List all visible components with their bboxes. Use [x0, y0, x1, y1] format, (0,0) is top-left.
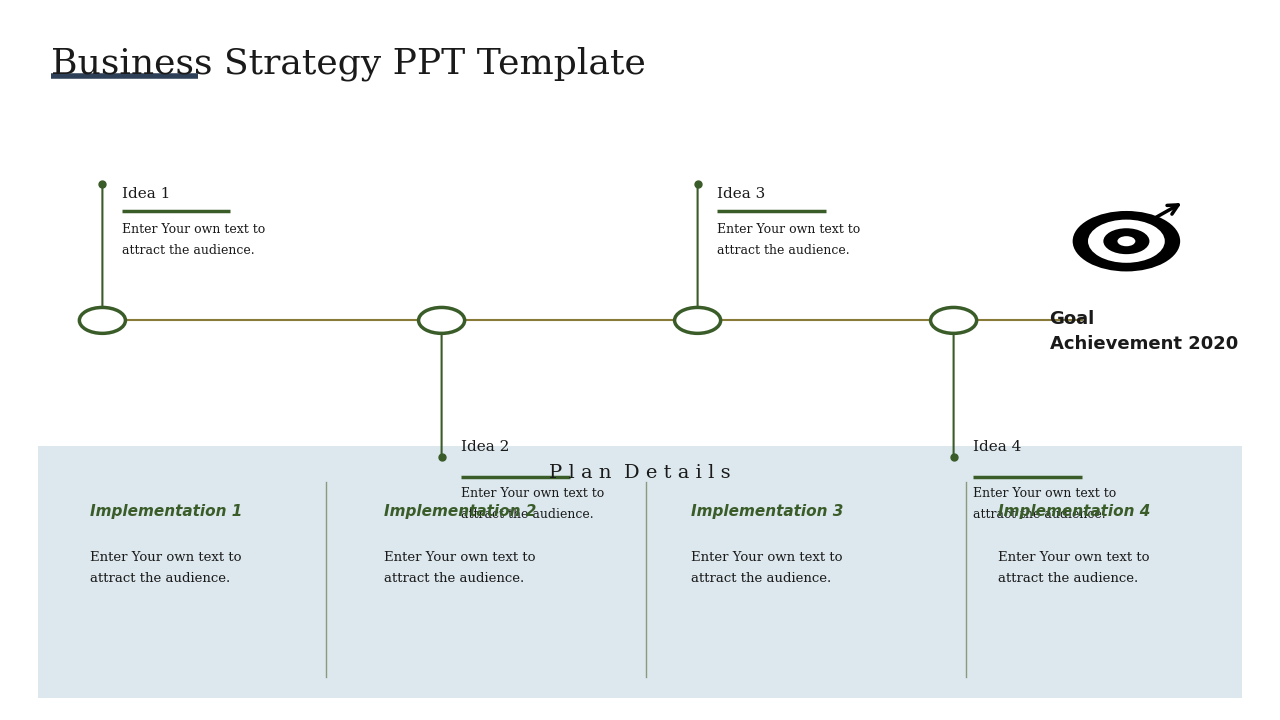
Circle shape — [1056, 202, 1197, 281]
Text: Implementation 1: Implementation 1 — [90, 504, 242, 519]
Text: Enter Your own text to
attract the audience.: Enter Your own text to attract the audie… — [998, 551, 1149, 585]
FancyBboxPatch shape — [38, 446, 1242, 698]
Text: Enter Your own text to
attract the audience.: Enter Your own text to attract the audie… — [384, 551, 535, 585]
Text: Enter Your own text to
attract the audience.: Enter Your own text to attract the audie… — [691, 551, 842, 585]
Circle shape — [1117, 236, 1135, 246]
Text: Implementation 4: Implementation 4 — [998, 504, 1151, 519]
Text: Implementation 2: Implementation 2 — [384, 504, 536, 519]
Text: P l a n  D e t a i l s: P l a n D e t a i l s — [549, 464, 731, 482]
Text: Idea 4: Idea 4 — [973, 440, 1021, 454]
Text: Enter Your own text to
attract the audience.: Enter Your own text to attract the audie… — [717, 223, 860, 257]
Text: Implementation 3: Implementation 3 — [691, 504, 844, 519]
Circle shape — [419, 307, 465, 333]
Text: Enter Your own text to
attract the audience.: Enter Your own text to attract the audie… — [973, 487, 1116, 521]
Circle shape — [79, 307, 125, 333]
Text: Enter Your own text to
attract the audience.: Enter Your own text to attract the audie… — [461, 487, 604, 521]
Circle shape — [1088, 220, 1165, 263]
Text: Enter Your own text to
attract the audience.: Enter Your own text to attract the audie… — [122, 223, 265, 257]
Text: Business Strategy PPT Template: Business Strategy PPT Template — [51, 47, 646, 81]
Circle shape — [931, 307, 977, 333]
Text: Idea 1: Idea 1 — [122, 187, 170, 201]
Circle shape — [1073, 211, 1180, 271]
Text: Goal
Achievement 2020: Goal Achievement 2020 — [1050, 310, 1238, 353]
Text: Idea 3: Idea 3 — [717, 187, 765, 201]
Circle shape — [675, 307, 721, 333]
Text: Enter Your own text to
attract the audience.: Enter Your own text to attract the audie… — [90, 551, 241, 585]
Circle shape — [1103, 228, 1149, 254]
Text: Idea 2: Idea 2 — [461, 440, 509, 454]
